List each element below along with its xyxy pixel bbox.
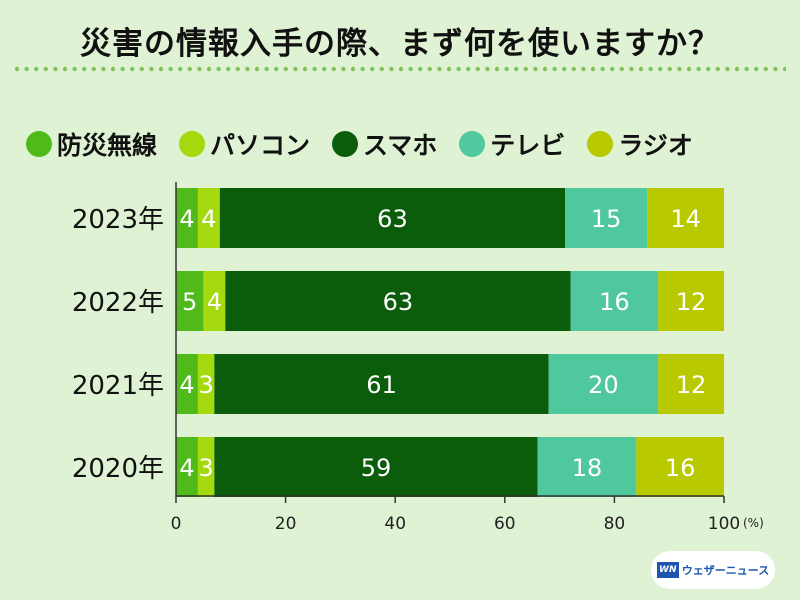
bar-segment-0-3: [565, 188, 648, 248]
bar-segment-3-1: [197, 437, 215, 497]
data-label-0-2: 63: [377, 205, 408, 233]
x-tick-label-4: 80: [604, 514, 626, 534]
data-label-2-3: 20: [588, 371, 619, 399]
legend-swatch-4: [587, 131, 614, 157]
data-label-1-3: 16: [599, 288, 630, 316]
bar-segment-1-0: [176, 271, 204, 331]
legend-label-3: テレビ: [490, 131, 566, 160]
data-label-0-1: 4: [201, 205, 216, 233]
dotted-divider: [14, 66, 786, 72]
bar-segment-2-1: [197, 354, 215, 414]
data-label-0-4: 14: [670, 205, 701, 233]
bar-segment-2-4: [658, 354, 724, 414]
legend-item-0: 防災無線: [26, 126, 157, 162]
data-label-3-4: 16: [665, 454, 696, 482]
legend-item-1: パソコン: [179, 126, 310, 162]
legend-item-4: ラジオ: [587, 126, 693, 162]
legend: 防災無線 パソコン スマホ テレビ ラジオ: [26, 124, 715, 164]
data-label-1-1: 4: [207, 288, 222, 316]
bar-segment-2-2: [214, 354, 549, 414]
legend-label-2: スマホ: [363, 131, 438, 160]
x-tick-label-1: 20: [275, 514, 297, 534]
bar-segment-0-1: [197, 188, 220, 248]
bar-segment-2-3: [548, 354, 659, 414]
x-tick-label-2: 40: [384, 514, 406, 534]
data-label-3-3: 18: [572, 454, 603, 482]
x-tick-label-5: 100: [708, 514, 740, 534]
bar-segment-1-4: [658, 271, 724, 331]
x-tick-label-3: 60: [494, 514, 516, 534]
bar-segment-3-4: [636, 437, 724, 497]
logo-mark: WN: [656, 562, 679, 578]
bar-segment-1-3: [570, 271, 659, 331]
legend-swatch-3: [459, 131, 486, 157]
x-unit-label: (%): [743, 516, 764, 530]
category-label-2: 2021年: [72, 371, 164, 401]
bar-segment-3-0: [176, 437, 198, 497]
bar-segment-3-3: [537, 437, 637, 497]
legend-swatch-1: [179, 131, 206, 157]
legend-item-2: スマホ: [332, 126, 437, 162]
legend-label-4: ラジオ: [618, 131, 693, 160]
category-label-3: 2020年: [72, 454, 164, 484]
data-label-2-0: 4: [179, 371, 194, 399]
bar-segment-2-0: [176, 354, 198, 414]
category-label-0: 2023年: [72, 205, 164, 235]
legend-swatch-0: [26, 131, 52, 157]
bar-segment-0-0: [176, 188, 198, 248]
x-tick-label-0: 0: [171, 514, 182, 534]
legend-label-0: 防災無線: [57, 131, 158, 160]
bar-segment-1-1: [203, 271, 226, 331]
logo-text: ウェザーニュース: [681, 564, 770, 577]
data-label-2-4: 12: [676, 371, 707, 399]
data-label-3-2: 59: [361, 454, 392, 482]
bar-segment-1-2: [225, 271, 571, 331]
bar-segment-0-4: [647, 188, 724, 248]
bar-segment-3-2: [214, 437, 538, 497]
chart-title: 災害の情報入手の際、まず何を使いますか？: [80, 26, 720, 62]
legend-label-1: パソコン: [210, 131, 311, 160]
data-label-3-1: 3: [198, 454, 213, 482]
legend-swatch-2: [332, 131, 359, 157]
data-label-1-4: 12: [676, 288, 707, 316]
weathernews-logo: WN ウェザーニュース: [651, 551, 775, 589]
data-label-2-1: 3: [198, 371, 213, 399]
category-label-1: 2022年: [72, 288, 164, 318]
data-label-2-2: 61: [366, 371, 397, 399]
legend-item-3: テレビ: [459, 126, 565, 162]
bar-segment-0-2: [219, 188, 566, 248]
data-label-1-0: 5: [182, 288, 197, 316]
data-label-0-0: 4: [179, 205, 194, 233]
data-label-3-0: 4: [179, 454, 194, 482]
data-label-0-3: 15: [591, 205, 622, 233]
data-label-1-2: 63: [383, 288, 414, 316]
